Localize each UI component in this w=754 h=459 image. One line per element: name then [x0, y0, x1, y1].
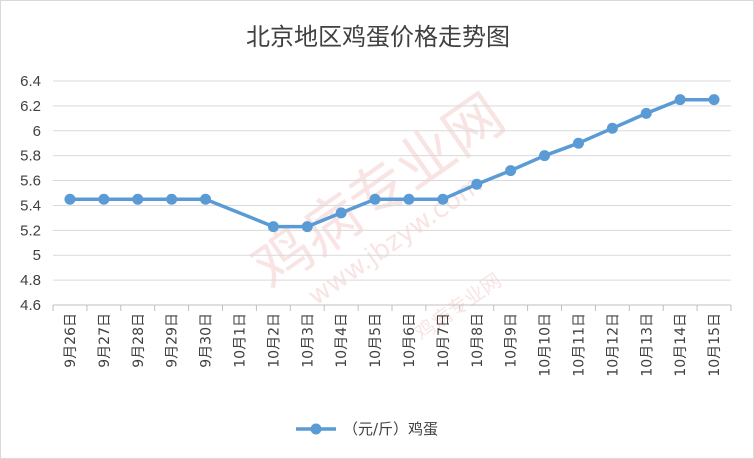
x-tick-label: 10月10日	[538, 313, 554, 377]
y-tick-label: 5.8	[20, 148, 41, 165]
legend-label: （元/斤）鸡蛋	[343, 420, 438, 438]
data-point	[403, 193, 415, 205]
y-tick-label: 6.4	[20, 73, 41, 90]
data-point	[471, 178, 483, 190]
data-point	[606, 122, 618, 134]
y-tick-label: 5.6	[20, 173, 41, 190]
y-tick-label: 4.8	[20, 272, 41, 289]
data-point	[166, 193, 178, 205]
x-tick-label: 10月6日	[402, 313, 418, 368]
data-point	[708, 94, 720, 106]
y-tick-label: 5	[33, 247, 41, 264]
data-point	[572, 137, 584, 149]
x-tick-label: 10月14日	[673, 313, 689, 377]
data-point	[200, 193, 212, 205]
x-tick-label: 9月26日	[63, 313, 79, 368]
x-tick-label: 10月3日	[300, 313, 316, 368]
y-tick-label: 5.2	[20, 222, 41, 239]
data-point	[539, 150, 551, 162]
x-tick-label: 9月29日	[165, 313, 181, 368]
data-point	[98, 193, 110, 205]
x-axis-ticks: 9月26日 9月27日 9月28日 9月29日 9月30日 10月1日 10月2日 10月3日…	[63, 313, 723, 377]
data-point	[267, 221, 279, 233]
data-point	[369, 193, 381, 205]
x-tick-label: 10月15日	[707, 313, 723, 377]
x-tick-label: 10月11日	[571, 313, 587, 377]
data-point	[437, 193, 449, 205]
x-tick-label: 10月5日	[368, 313, 384, 368]
x-tick-label: 10月4日	[334, 313, 350, 368]
x-tick-label: 10月2日	[266, 313, 282, 368]
series-line	[64, 94, 720, 233]
y-tick-label: 6	[33, 123, 41, 140]
y-tick-label: 5.4	[20, 197, 41, 214]
x-tick-label: 9月30日	[199, 313, 215, 368]
x-tick-label: 10月8日	[470, 313, 486, 368]
y-axis-ticks: 4.6 4.8 5 5.2 5.4 5.6 5.8 6 6.2 6.4	[20, 73, 41, 314]
data-point	[674, 94, 686, 106]
x-tick-label: 10月7日	[436, 313, 452, 368]
legend-marker	[310, 423, 322, 435]
y-tick-label: 6.2	[20, 98, 41, 115]
data-point	[335, 207, 347, 219]
x-tick-label: 10月1日	[232, 313, 248, 368]
x-tick-label: 9月27日	[97, 313, 113, 368]
x-tick-label: 9月28日	[131, 313, 147, 368]
x-tick-label: 10月9日	[504, 313, 520, 368]
x-axis	[52, 304, 732, 311]
data-point	[132, 193, 144, 205]
legend: （元/斤）鸡蛋	[296, 420, 438, 438]
data-point	[64, 193, 76, 205]
y-tick-label: 4.6	[20, 297, 41, 314]
data-point	[640, 107, 652, 119]
chart-title: 北京地区鸡蛋价格走势图	[246, 23, 510, 51]
data-point	[505, 165, 517, 177]
data-point	[301, 221, 313, 233]
x-tick-label: 10月13日	[639, 313, 655, 377]
x-tick-label: 10月12日	[605, 313, 621, 377]
gridlines	[53, 80, 731, 281]
